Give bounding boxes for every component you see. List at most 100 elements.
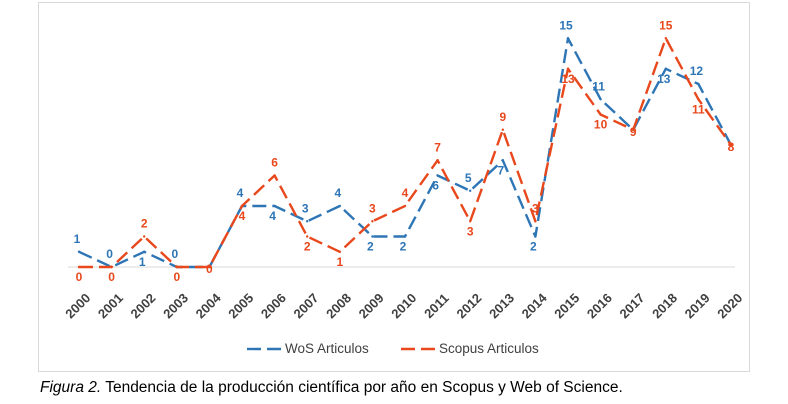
x-tick-label-2013: 2013 [486,290,517,321]
data-label-s1-2012: 3 [467,224,474,238]
data-point-s1-2010 [403,204,407,208]
data-label-s1-2019: 11 [692,102,705,116]
data-point-s0-2019 [697,82,700,86]
legend: WoS Articulos Scopus Articulos [247,341,539,356]
data-point-s1-2016 [599,113,602,116]
x-tick-label-2001: 2001 [95,290,126,321]
x-tick-label-layer: 2000 2001 2002 2003 2004 2005 2006 2007 2008 2009… [62,290,745,322]
data-point-s1-2017 [632,128,635,131]
data-point-s0-2009 [371,235,374,238]
data-point-s1-2005 [240,204,244,208]
x-tick-label-2020: 2020 [714,290,745,321]
data-label-s1-2006: 6 [271,156,278,170]
data-point-s1-2020 [729,143,733,147]
data-point-s0-2013 [501,159,504,162]
x-tick-label-2008: 2008 [323,290,354,321]
data-label-s1-2014: 3 [532,201,539,215]
data-label-s1-2008: 1 [336,255,343,269]
x-tick-label-2014: 2014 [519,290,551,322]
data-label-s1-2000: 0 [76,270,83,284]
data-label-s0-2013: 7 [497,163,504,177]
caption-text: Tendencia de la producción científica po… [101,379,623,396]
data-point-s1-2000 [77,265,81,269]
data-point-s0-2006 [273,204,276,208]
data-point-s1-2019 [697,98,700,101]
data-label-s0-2010: 2 [400,240,407,254]
data-label-s1-2015: 13 [561,72,575,86]
data-point-s1-2013 [501,128,504,131]
data-point-s1-2003 [175,265,178,269]
data-point-s1-2015 [566,67,570,70]
data-label-s1-2010: 4 [402,186,409,200]
data-point-s1-2006 [273,174,276,177]
data-label-s0-2001: 0 [106,247,113,261]
x-tick-label-2017: 2017 [616,290,647,321]
x-tick-label-2006: 2006 [258,290,289,321]
data-label-s0-2012: 5 [465,171,472,185]
series-line-0 [78,37,733,269]
data-label-s0-2005: 4 [237,186,244,200]
data-label-s0-2006: 4 [269,209,276,223]
data-point-s0-2012 [469,189,472,192]
data-point-s1-2014 [534,220,537,223]
data-point-s0-2018 [664,67,667,70]
data-label-s0-2002: 1 [139,255,146,269]
x-tick-label-2018: 2018 [649,290,680,321]
data-point-s1-2018 [664,37,667,40]
data-label-s0-2015: 15 [559,18,573,32]
x-tick-label-2004: 2004 [193,290,225,322]
data-label-s1-2002: 2 [141,217,148,231]
data-point-s0-2002 [143,250,146,253]
data-point-s0-2000 [77,250,81,253]
data-label-s0-2008: 4 [334,186,341,200]
data-label-s0-2007: 3 [302,201,309,215]
data-label-s0-2003: 0 [171,247,178,261]
data-point-s1-2011 [436,159,439,162]
chart-frame: 1 0 0 0 1 2 0 0 0 4 4 4 6 3 2 4 1 2 3 2 4 6 7 5 3 7 9 2 3 15 13 11 10 9 13… [38,2,750,372]
data-point-s1-2001 [110,265,113,269]
data-point-s0-2007 [306,220,309,223]
x-tick-label-2010: 2010 [388,290,419,321]
data-point-s0-2015 [566,37,570,40]
data-label-s1-2005: 4 [239,209,246,223]
data-label-s0-2000: 1 [74,232,81,246]
data-label-s1-2016: 10 [594,118,608,132]
data-point-s0-2011 [436,174,439,177]
data-label-s0-2019: 12 [690,64,704,78]
x-tick-label-2000: 2000 [62,290,93,321]
x-tick-label-2005: 2005 [225,290,256,321]
x-tick-label-2012: 2012 [453,290,484,321]
data-label-s1-2011: 7 [434,140,441,154]
figure-caption: Figura 2. Tendencia de la producción cie… [40,379,623,397]
data-label-s0-2014: 2 [530,240,537,254]
data-point-s0-2010 [403,235,407,238]
data-label-s1-2003: 0 [173,270,180,284]
data-label-s1-2013: 9 [499,110,506,124]
data-point-s1-2009 [371,220,374,223]
x-tick-label-2007: 2007 [290,290,321,321]
data-label-s1-2001: 0 [108,270,115,284]
series-layer [77,37,733,269]
data-point-s0-2014 [534,235,537,238]
data-point-s1-2007 [306,235,309,238]
x-tick-label-2015: 2015 [551,290,582,321]
data-label-s1-2009: 3 [369,201,376,215]
x-tick-label-2003: 2003 [160,290,191,321]
x-tick-label-2002: 2002 [127,290,158,321]
data-label-s1-2017: 9 [630,125,637,139]
series-line-1 [79,37,732,269]
data-point-s1-2008 [338,250,341,253]
x-tick-label-2016: 2016 [584,290,615,321]
data-label-s0-2009: 2 [367,240,374,254]
x-tick-label-2009: 2009 [356,290,387,321]
data-label-s0-2016: 11 [592,79,605,93]
data-point-s0-2016 [599,98,602,101]
data-point-s0-2008 [338,204,341,208]
data-label-s1-2004: 0 [206,262,213,276]
data-point-s1-2002 [143,235,146,238]
x-tick-label-2011: 2011 [421,291,452,322]
data-label-s1-2020: 8 [728,140,735,154]
data-label-s0-2018: 13 [657,72,671,86]
